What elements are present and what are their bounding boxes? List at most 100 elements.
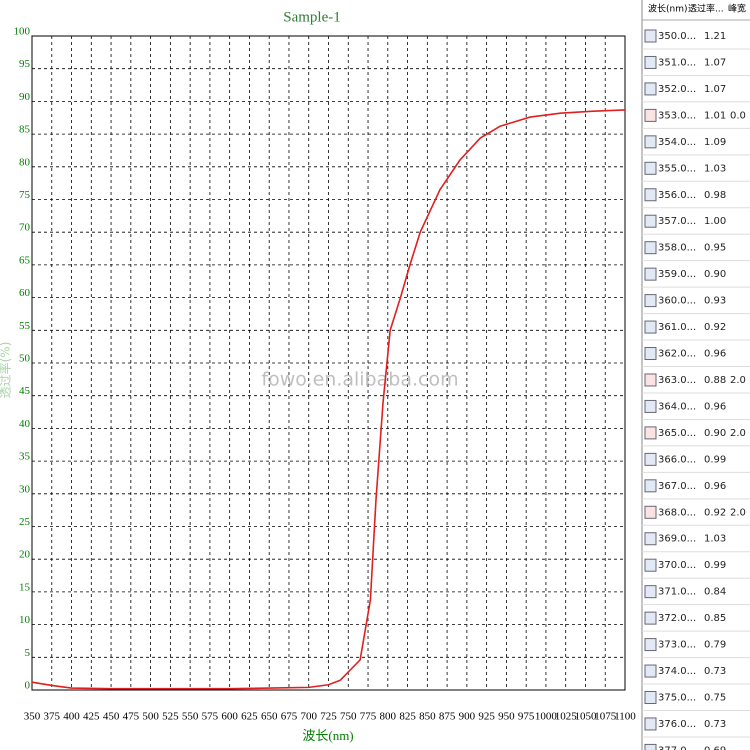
table-cell: 350.0... — [658, 31, 696, 42]
row-icon — [644, 426, 657, 440]
x-tick-label: 975 — [518, 711, 535, 723]
table-cell: 0.96 — [704, 401, 726, 412]
x-axis-label: 波长(nm) — [302, 728, 353, 743]
column-header: 波长(nm) — [648, 3, 688, 15]
table-cell: 0.69 — [704, 745, 726, 750]
row-icon — [644, 505, 657, 519]
table-cell: 1.07 — [704, 84, 726, 95]
y-tick-label: 40 — [19, 418, 31, 430]
column-header: 透过率... — [688, 3, 724, 15]
row-icon — [644, 373, 657, 387]
y-tick-label: 85 — [19, 124, 31, 136]
x-tick-label: 775 — [360, 711, 377, 723]
chart: Sample-1 波长(nm) 透过率(%) 0 5 10 15 20 25 30 35 40 4… — [0, 9, 636, 743]
table-cell: 352.0... — [658, 84, 696, 95]
table-cell: 377.0... — [658, 745, 696, 750]
row-icon — [644, 479, 657, 493]
row-icon — [644, 161, 657, 175]
y-tick-label: 100 — [14, 26, 31, 38]
x-tick-label: 575 — [202, 711, 219, 723]
row-icon — [644, 214, 657, 228]
table-cell: 363.0... — [658, 375, 696, 386]
x-tick-label: 400 — [63, 711, 80, 723]
row-icon — [644, 743, 657, 750]
y-axis-label: 透过率(%) — [0, 342, 13, 399]
table-cell: 0.90 — [704, 428, 726, 439]
y-tick-label: 35 — [19, 451, 31, 463]
table-cell: 2.0 — [730, 428, 746, 439]
table-cell: 0.84 — [704, 587, 726, 598]
y-tick-label: 0 — [25, 680, 31, 692]
table-cell: 376.0... — [658, 719, 696, 730]
x-tick-label: 625 — [241, 711, 258, 723]
table-bg — [640, 0, 750, 750]
y-tick-label: 10 — [19, 614, 31, 626]
table-cell: 362.0... — [658, 349, 696, 360]
table-cell: 0.95 — [704, 243, 726, 254]
table-cell: 1.03 — [704, 163, 726, 174]
table-cell: 371.0... — [658, 587, 696, 598]
x-tick-label: 1025 — [555, 711, 578, 723]
watermark: fowo.en.alibaba.com — [261, 369, 458, 391]
table-cell: 0.79 — [704, 640, 726, 651]
x-tick-label: 550 — [182, 711, 199, 723]
y-tick-label: 90 — [19, 91, 31, 103]
table-cell: 368.0... — [658, 507, 696, 518]
row-icon — [644, 320, 657, 334]
row-icon — [644, 82, 657, 96]
table-cell: 374.0... — [658, 666, 696, 677]
y-tick-label: 25 — [19, 516, 31, 528]
table-cell: 358.0... — [658, 243, 696, 254]
row-icon — [644, 294, 657, 308]
table-cell: 364.0... — [658, 401, 696, 412]
table-cell: 1.09 — [704, 137, 726, 148]
table-cell: 356.0... — [658, 190, 696, 201]
y-tick-label: 15 — [19, 581, 31, 593]
x-tick-label: 675 — [281, 711, 298, 723]
table-cell: 0.88 — [704, 375, 726, 386]
x-tick-label: 850 — [419, 711, 436, 723]
x-tick-label: 725 — [320, 711, 337, 723]
table-cell: 1.21 — [704, 31, 726, 42]
x-tick-label: 650 — [261, 711, 278, 723]
table-cell: 373.0... — [658, 640, 696, 651]
row-icon — [644, 108, 657, 122]
x-tick-label: 825 — [399, 711, 416, 723]
table-cell: 0.96 — [704, 481, 726, 492]
x-tick-label: 600 — [221, 711, 238, 723]
table-cell: 0.73 — [704, 666, 726, 677]
x-tick-label: 375 — [44, 711, 61, 723]
x-tick-label: 925 — [478, 711, 495, 723]
row-icon — [644, 29, 657, 43]
table-cell: 0.99 — [704, 454, 726, 465]
row-icon — [644, 532, 657, 546]
row-icon — [644, 399, 657, 413]
table-cell: 369.0... — [658, 534, 696, 545]
table-cell: 375.0... — [658, 693, 696, 704]
y-tick-label: 70 — [19, 222, 31, 234]
y-tick-label: 30 — [19, 483, 31, 495]
row-icon — [644, 135, 657, 149]
row-icon — [644, 664, 657, 678]
table-cell: 0.93 — [704, 296, 726, 307]
y-tick-label: 5 — [25, 647, 31, 659]
row-icon — [644, 558, 657, 572]
table-cell: 354.0... — [658, 137, 696, 148]
x-tick-label: 750 — [340, 711, 357, 723]
x-tick-label: 1075 — [594, 711, 617, 723]
table-cell: 0.98 — [704, 190, 726, 201]
row-icon — [644, 611, 657, 625]
table-cell: 357.0... — [658, 216, 696, 227]
y-tick-label: 45 — [19, 385, 31, 397]
row-icon — [644, 585, 657, 599]
x-tick-label: 800 — [380, 711, 397, 723]
table-cell: 370.0... — [658, 560, 696, 571]
table-cell: 1.03 — [704, 534, 726, 545]
x-tick-label: 1050 — [574, 711, 597, 723]
y-tick-label: 65 — [19, 254, 31, 266]
x-tick-label: 950 — [498, 711, 515, 723]
row-icon — [644, 188, 657, 202]
table-cell: 366.0... — [658, 454, 696, 465]
table-cell: 0.85 — [704, 613, 726, 624]
